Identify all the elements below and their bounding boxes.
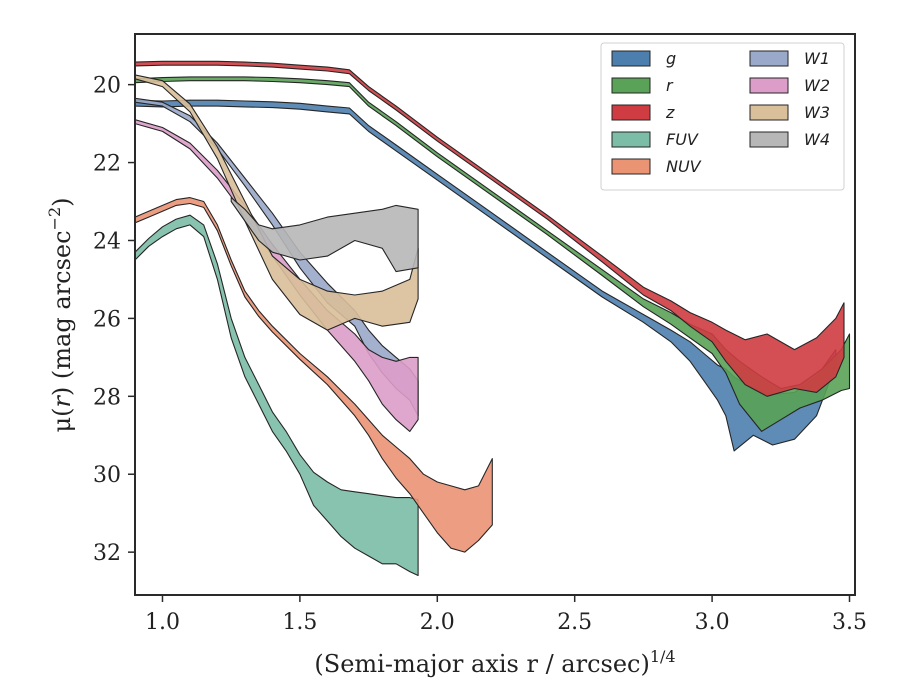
legend-swatch-w4 [749,131,789,148]
legend-swatch-w1 [749,50,789,67]
x-tick-label: 1.0 [145,610,180,635]
legend-swatch-z [611,104,651,121]
band-r [135,76,851,432]
x-axis-ticks: 1.0 1.5 2.0 2.5 3.0 3.5 [145,595,867,635]
y-tick-label: 30 [93,463,121,488]
legend-swatch-r [611,77,651,94]
band-layer [135,60,851,577]
band-fuv [135,214,419,577]
band-nuv [135,197,493,553]
y-axis-ticks: 20 22 24 26 28 30 32 [93,74,135,566]
legend-swatch-w2 [749,77,789,94]
x-tick-label: 3.5 [832,610,867,635]
legend-swatch-nuv [611,158,651,175]
y-axis-label: μ(r) (mag arcsec−2) [45,197,76,432]
x-tick-label: 2.5 [557,610,592,635]
y-tick-label: 32 [93,541,121,566]
y-tick-label: 26 [93,307,121,332]
band-z [135,60,845,397]
legend-label-g: g [666,49,676,68]
legend-label-z: z [665,103,675,122]
legend-swatch-g [611,50,651,67]
x-tick-label: 2.0 [420,610,455,635]
legend-swatch-w3 [749,104,789,121]
y-tick-label: 28 [93,385,121,410]
x-axis-label: (Semi-major axis r / arcsec)1/4 [314,647,675,678]
legend-label-w2: W2 [804,76,830,95]
band-w3 [135,74,419,331]
legend-label-w3: W3 [804,103,830,122]
y-tick-label: 24 [93,229,121,254]
legend-label-w1: W1 [804,49,830,68]
x-tick-label: 3.0 [695,610,730,635]
legend-label-r: r [666,76,674,95]
band-w4 [230,197,419,273]
legend-label-nuv: NUV [666,157,702,176]
plot-frame [134,33,856,596]
x-tick-label: 1.5 [282,610,317,635]
y-tick-label: 20 [93,74,121,99]
y-tick-label: 22 [93,152,121,177]
legend: grz FUV NUV W1 W2 W3 W4 [600,42,845,191]
legend-label-fuv: FUV [666,130,699,149]
legend-label-w4: W4 [804,130,830,149]
legend-swatch-fuv [611,131,651,148]
